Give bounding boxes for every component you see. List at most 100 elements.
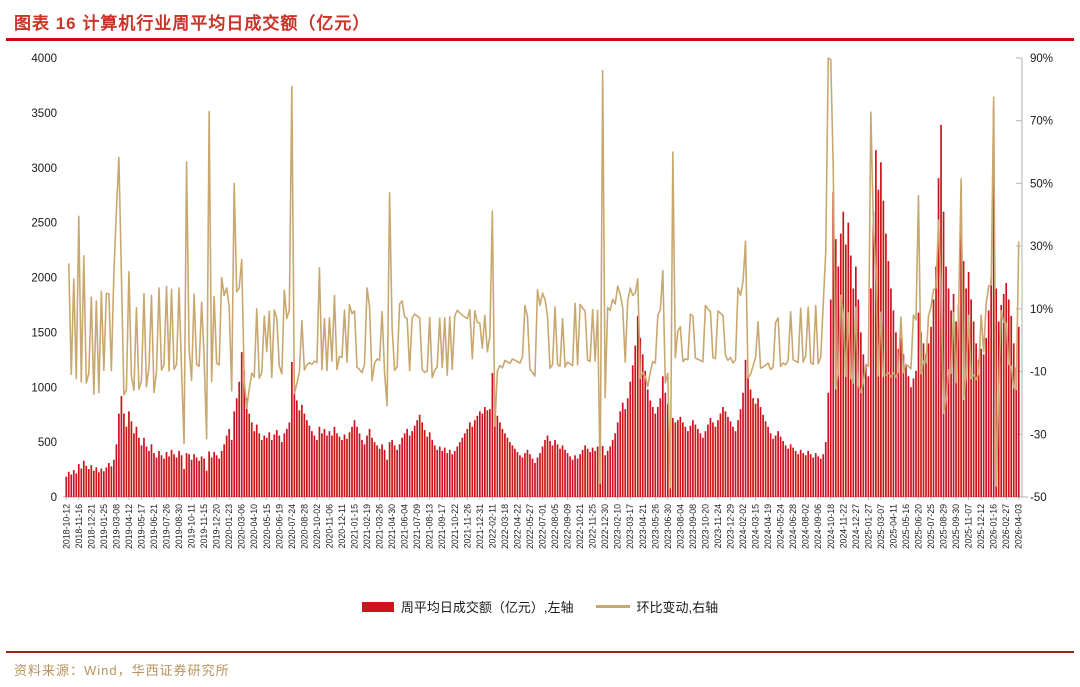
svg-text:2020-07-24: 2020-07-24	[287, 504, 297, 549]
svg-text:90%: 90%	[1030, 53, 1053, 65]
svg-text:2024-08-02: 2024-08-02	[801, 504, 811, 549]
svg-text:2020-06-19: 2020-06-19	[274, 504, 284, 549]
svg-text:2000: 2000	[31, 273, 57, 285]
svg-text:2024-03-15: 2024-03-15	[751, 504, 761, 549]
svg-text:2026-02-27: 2026-02-27	[1001, 504, 1011, 549]
left-axis-tick-labels: 0 500 1000 1500 2000 2500 3000 3500 4000	[31, 53, 57, 504]
svg-text:2018-11-16: 2018-11-16	[74, 504, 84, 548]
svg-text:2022-11-25: 2022-11-25	[588, 504, 598, 548]
svg-text:2021-02-19: 2021-02-19	[362, 504, 372, 549]
figure-title: 图表 16 计算机行业周平均日成交额（亿元）	[14, 14, 371, 33]
svg-text:2019-01-25: 2019-01-25	[99, 504, 109, 549]
svg-text:2024-11-22: 2024-11-22	[838, 504, 848, 548]
line-series-label: 环比变动,右轴	[636, 600, 719, 615]
svg-text:2024-09-06: 2024-09-06	[813, 504, 823, 549]
svg-text:0: 0	[51, 492, 57, 504]
svg-text:2022-03-18: 2022-03-18	[500, 504, 510, 549]
svg-text:2025-07-25: 2025-07-25	[926, 504, 936, 549]
svg-text:2025-12-12: 2025-12-12	[976, 504, 986, 549]
svg-text:2019-11-15: 2019-11-15	[199, 504, 209, 548]
x-axis-tick-labels: 2018-10-12 2018-11-16 2018-12-21 2019-01-25…	[61, 497, 1024, 549]
svg-text:70%: 70%	[1030, 116, 1053, 128]
svg-text:2024-12-27: 2024-12-27	[851, 504, 861, 549]
svg-text:2024-02-02: 2024-02-02	[738, 504, 748, 549]
turnover-chart: 0 500 1000 1500 2000 2500 3000 3500 4000 90% 70% 50…	[31, 53, 1053, 549]
svg-text:2021-09-17: 2021-09-17	[437, 504, 447, 549]
svg-text:2020-12-11: 2020-12-11	[337, 504, 347, 548]
svg-text:2018-12-21: 2018-12-21	[86, 504, 96, 549]
svg-text:2020-04-10: 2020-04-10	[249, 504, 259, 549]
svg-text:2025-01-27: 2025-01-27	[863, 504, 873, 549]
svg-text:2019-04-12: 2019-04-12	[124, 504, 134, 549]
svg-text:1000: 1000	[31, 382, 57, 394]
source-text: 资料来源：Wind，华西证券研究所	[14, 663, 230, 678]
bar-series-weekly-turnover	[65, 107, 1020, 498]
svg-text:2018-10-12: 2018-10-12	[61, 504, 71, 549]
legend-item-bar-series: 周平均日成交额（亿元）,左轴	[361, 597, 574, 616]
svg-text:2021-10-22: 2021-10-22	[450, 504, 460, 549]
svg-text:500: 500	[38, 437, 57, 449]
svg-text:2019-05-17: 2019-05-17	[136, 504, 146, 549]
svg-text:2021-04-30: 2021-04-30	[387, 504, 397, 549]
svg-text:4000: 4000	[31, 53, 57, 65]
svg-text:1500: 1500	[31, 327, 57, 339]
svg-text:2500: 2500	[31, 218, 57, 230]
svg-text:2019-06-21: 2019-06-21	[149, 504, 159, 549]
svg-text:2026-01-16: 2026-01-16	[989, 504, 999, 549]
svg-text:3000: 3000	[31, 163, 57, 175]
svg-text:50%: 50%	[1030, 178, 1053, 190]
svg-text:2023-04-21: 2023-04-21	[638, 504, 648, 549]
svg-text:2020-08-28: 2020-08-28	[299, 504, 309, 549]
svg-text:2020-11-06: 2020-11-06	[324, 504, 334, 548]
bar-series-swatch-icon	[361, 601, 394, 612]
svg-text:2019-10-11: 2019-10-11	[187, 504, 197, 548]
svg-text:2020-10-02: 2020-10-02	[312, 504, 322, 549]
svg-text:2019-08-30: 2019-08-30	[174, 504, 184, 549]
svg-text:2021-01-15: 2021-01-15	[350, 504, 360, 549]
bar-series-label: 周平均日成交额（亿元）,左轴	[400, 600, 574, 615]
svg-text:2024-05-24: 2024-05-24	[776, 504, 786, 549]
line-series-wow-change	[67, 57, 1020, 489]
svg-text:2023-08-04: 2023-08-04	[675, 504, 685, 549]
svg-text:2022-07-01: 2022-07-01	[538, 504, 548, 549]
svg-text:2025-08-29: 2025-08-29	[939, 504, 949, 549]
svg-text:-10: -10	[1030, 367, 1047, 379]
svg-text:2025-04-11: 2025-04-11	[888, 504, 898, 548]
svg-text:2025-09-30: 2025-09-30	[951, 504, 961, 549]
svg-text:2023-06-30: 2023-06-30	[663, 504, 673, 549]
svg-text:2020-03-06: 2020-03-06	[237, 504, 247, 549]
svg-text:2025-06-20: 2025-06-20	[913, 504, 923, 549]
svg-text:30%: 30%	[1030, 241, 1053, 253]
svg-text:2022-02-11: 2022-02-11	[487, 504, 497, 548]
svg-text:2025-11-07: 2025-11-07	[964, 504, 974, 548]
svg-text:2021-08-13: 2021-08-13	[425, 504, 435, 549]
svg-text:2026-04-03: 2026-04-03	[1014, 504, 1024, 549]
svg-text:2023-10-20: 2023-10-20	[700, 504, 710, 549]
svg-text:3500: 3500	[31, 108, 57, 120]
svg-text:2024-10-18: 2024-10-18	[826, 504, 836, 549]
svg-text:2023-03-17: 2023-03-17	[625, 504, 635, 549]
svg-text:2022-12-30: 2022-12-30	[600, 504, 610, 549]
svg-text:2021-12-31: 2021-12-31	[475, 504, 485, 549]
svg-text:2023-02-10: 2023-02-10	[613, 504, 623, 549]
svg-text:2021-06-04: 2021-06-04	[400, 504, 410, 549]
svg-text:2020-01-23: 2020-01-23	[224, 504, 234, 549]
svg-text:2023-12-29: 2023-12-29	[725, 504, 735, 549]
svg-text:-50: -50	[1030, 492, 1047, 504]
svg-text:2021-11-26: 2021-11-26	[462, 504, 472, 548]
svg-text:2025-05-16: 2025-05-16	[901, 504, 911, 549]
svg-text:2022-10-21: 2022-10-21	[575, 504, 585, 549]
svg-text:2021-07-09: 2021-07-09	[412, 504, 422, 549]
svg-text:2022-09-09: 2022-09-09	[563, 504, 573, 549]
svg-text:2025-03-07: 2025-03-07	[876, 504, 886, 549]
svg-text:2019-03-08: 2019-03-08	[111, 504, 121, 549]
svg-text:2019-12-20: 2019-12-20	[212, 504, 222, 549]
svg-text:2021-03-26: 2021-03-26	[375, 504, 385, 549]
svg-text:2022-08-05: 2022-08-05	[550, 504, 560, 549]
line-series-swatch-icon	[595, 605, 630, 608]
legend-item-line-series: 环比变动,右轴	[595, 597, 719, 616]
svg-text:2020-05-15: 2020-05-15	[262, 504, 272, 549]
svg-text:2024-06-28: 2024-06-28	[788, 504, 798, 549]
svg-text:2023-05-26: 2023-05-26	[650, 504, 660, 549]
